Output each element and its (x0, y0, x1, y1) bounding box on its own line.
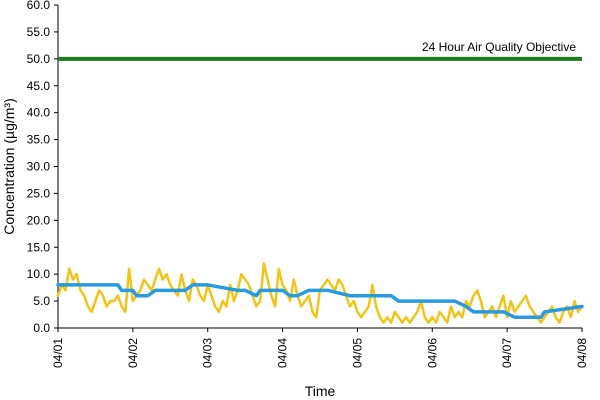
x-tick-label: 04/04 (276, 338, 290, 368)
y-ticks: 0.0 5.0 10.0 15.0 20.0 25.0 30.0 35.0 40.0 45.0 50… (27, 0, 58, 335)
x-tick-label: 04/08 (575, 338, 589, 368)
series-group (56, 262, 584, 324)
y-tick-label: 10.0 (27, 267, 51, 281)
x-tick-label: 04/02 (126, 338, 140, 368)
x-axis-title: Time (305, 383, 336, 399)
y-tick-label: 45.0 (27, 79, 51, 93)
y-tick-label: 25.0 (27, 186, 51, 200)
x-ticks: 04/01 04/02 04/03 04/04 04/05 04/06 04/07 04/08 (51, 328, 589, 368)
y-tick-label: 30.0 (27, 160, 51, 174)
x-tick-label: 04/07 (500, 338, 514, 368)
objective-label: 24 Hour Air Quality Objective (422, 40, 576, 54)
x-tick-label: 04/03 (201, 338, 215, 368)
series-running-average-line (56, 283, 584, 319)
x-tick-label: 04/01 (51, 338, 65, 368)
y-tick-label: 5.0 (33, 294, 50, 308)
y-tick-label: 50.0 (27, 52, 51, 66)
x-tick-label: 04/06 (425, 338, 439, 368)
y-tick-label: 15.0 (27, 240, 51, 254)
y-tick-label: 0.0 (33, 321, 50, 335)
y-tick-label: 40.0 (27, 106, 51, 120)
y-axis-title: Concentration (µg/m³) (1, 98, 17, 234)
y-tick-label: 35.0 (27, 133, 51, 147)
y-tick-label: 55.0 (27, 25, 51, 39)
x-tick-label: 04/05 (350, 338, 364, 368)
y-tick-label: 20.0 (27, 213, 51, 227)
y-tick-label: 60.0 (27, 0, 51, 12)
